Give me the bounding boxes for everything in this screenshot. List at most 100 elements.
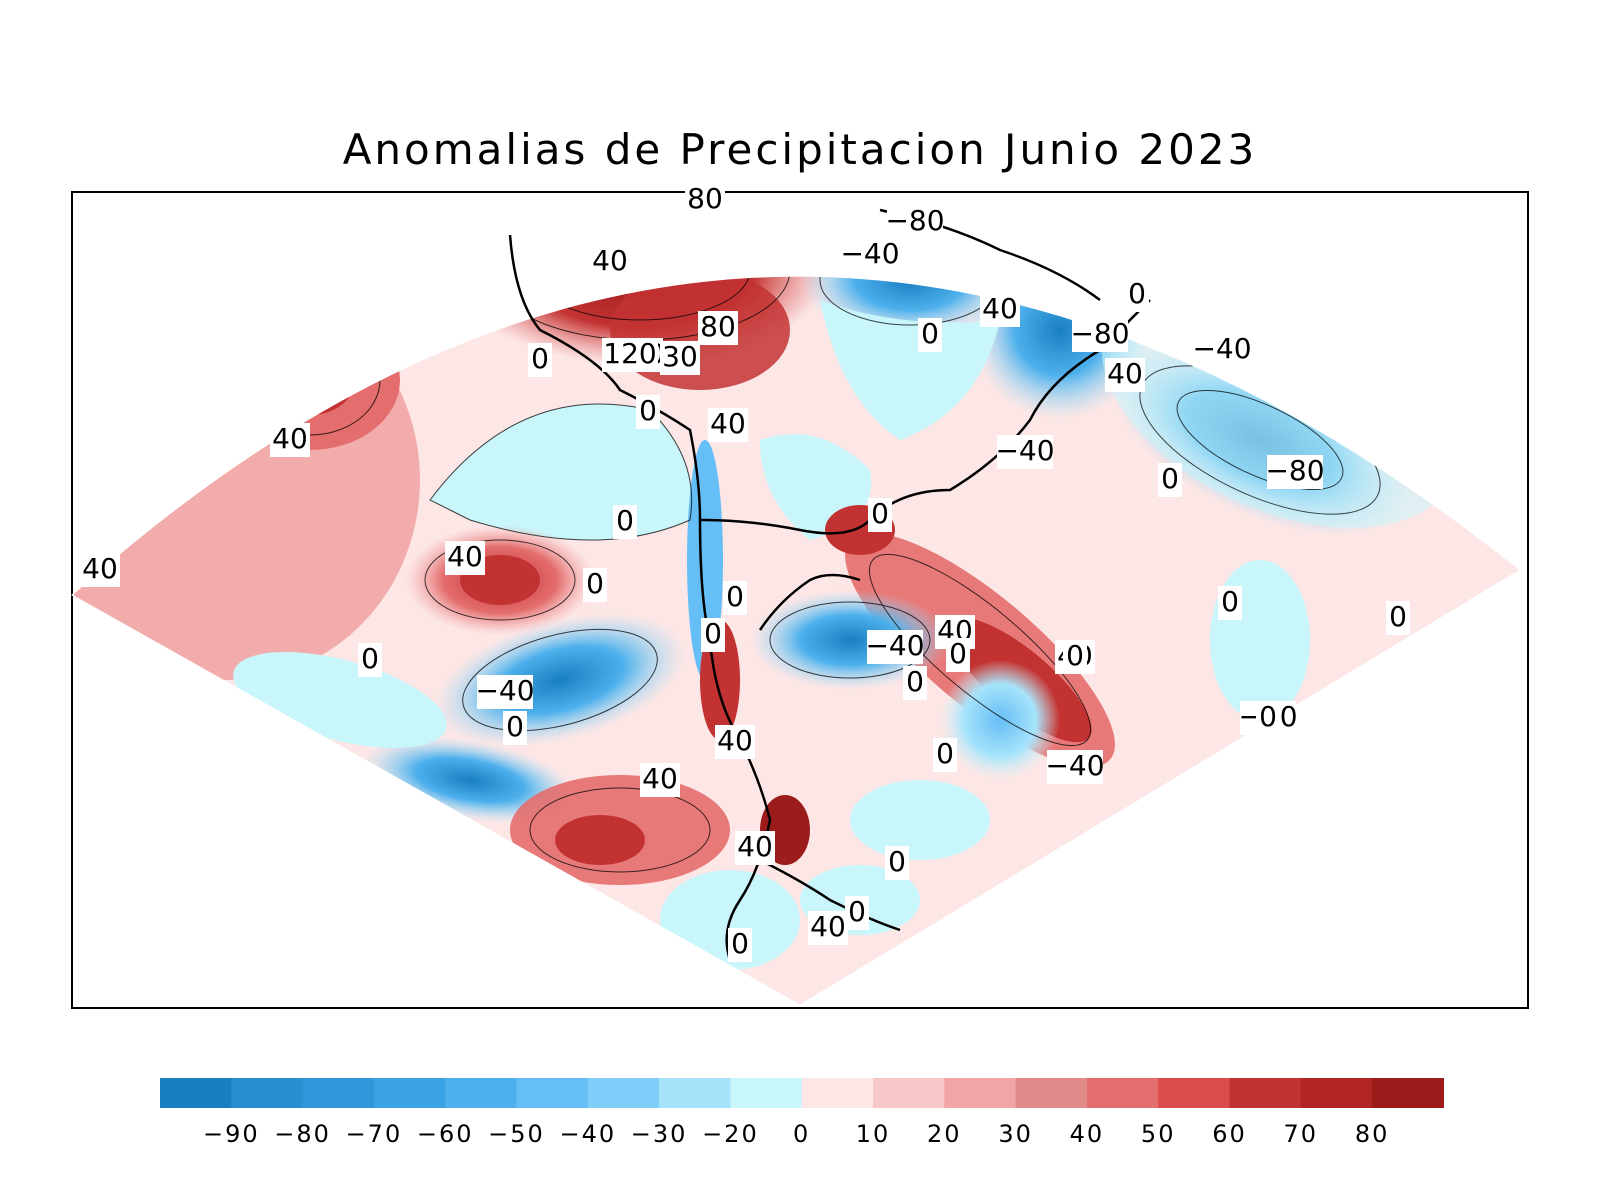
contour-label: 0	[358, 642, 382, 677]
contour-label: 40	[640, 762, 680, 797]
colorbar-swatch	[1086, 1078, 1159, 1108]
colorbar-swatch	[1229, 1078, 1302, 1108]
colorbar-swatch	[944, 1078, 1017, 1108]
colorbar-swatch	[445, 1078, 518, 1108]
anomaly-field	[72, 276, 1520, 1006]
contour-label: 40	[1105, 357, 1145, 392]
contour-label: 0	[1386, 600, 1410, 635]
contour-label: 40	[735, 830, 775, 865]
colorbar-swatch	[302, 1078, 375, 1108]
colorbar-tick-label: 70	[1284, 1120, 1319, 1148]
contour-label: −80	[885, 204, 945, 239]
colorbar-tick-label: −40	[559, 1120, 616, 1148]
chart-title: Anomalias de Precipitacion Junio 2023	[342, 125, 1258, 174]
contour-label: −40	[1192, 332, 1252, 367]
colorbar-swatch	[873, 1078, 945, 1108]
svg-text:−40: −40	[1045, 749, 1104, 782]
svg-text:−80: −80	[1070, 317, 1129, 350]
contour-label: 0	[1063, 639, 1087, 674]
svg-text:0: 0	[1221, 585, 1239, 618]
svg-text:40: 40	[592, 244, 628, 277]
svg-text:0: 0	[906, 665, 924, 698]
svg-text:0: 0	[1161, 462, 1179, 495]
contour-label: 0	[636, 394, 660, 429]
contour-label: 0	[503, 710, 527, 745]
svg-text:0: 0	[531, 342, 549, 375]
colorbar-swatch	[659, 1078, 731, 1108]
svg-text:0: 0	[616, 504, 634, 537]
svg-text:0: 0	[586, 567, 604, 600]
svg-text:0: 0	[888, 845, 906, 878]
contour-label: 0	[1256, 700, 1280, 735]
contour-label: 0	[885, 845, 909, 880]
colorbar-tick-label: −30	[631, 1120, 688, 1148]
colorbar-tick-label: 20	[927, 1120, 962, 1148]
contour-label: 0	[1125, 277, 1149, 312]
colorbar-swatch	[587, 1078, 660, 1108]
svg-text:0: 0	[1128, 277, 1146, 310]
contour-label: 40	[270, 422, 310, 457]
contour-label: 0	[903, 665, 927, 700]
contour-label: 0	[946, 637, 970, 672]
svg-text:−40: −40	[995, 434, 1054, 467]
contour-label: 40	[708, 407, 748, 442]
svg-text:0: 0	[506, 710, 524, 743]
colorbar-swatch	[730, 1078, 803, 1108]
svg-text:40: 40	[272, 422, 308, 455]
colorbar-tick-label: −90	[203, 1120, 260, 1148]
svg-text:0: 0	[921, 317, 939, 350]
colorbar-swatch	[1300, 1078, 1373, 1108]
svg-text:−80: −80	[885, 204, 944, 237]
svg-text:0: 0	[871, 497, 889, 530]
contour-label: 0	[933, 737, 957, 772]
contour-label: 40	[980, 292, 1020, 327]
contour-label: −80	[1265, 454, 1325, 489]
contour-label: 0	[845, 895, 869, 930]
contour-label: −40	[475, 674, 535, 709]
colorbar-tick-label: 60	[1212, 1120, 1247, 1148]
svg-text:−40: −40	[865, 629, 924, 662]
contour-label: 80	[698, 310, 738, 345]
colorbar-swatch	[1372, 1078, 1444, 1108]
svg-text:0: 0	[639, 394, 657, 427]
svg-text:40: 40	[810, 910, 846, 943]
svg-text:40: 40	[737, 830, 773, 863]
colorbar-tick-label: 10	[856, 1120, 891, 1148]
colorbar: −90 −80 −70 −60 −50 −40 −30 −20 0 10 20 30 40 50 60 70 8…	[160, 1078, 1444, 1148]
colorbar-tick-label: 40	[1070, 1120, 1105, 1148]
svg-text:40: 40	[710, 407, 746, 440]
colorbar-swatch	[231, 1078, 304, 1108]
contour-label: −40	[995, 434, 1055, 469]
colorbar-swatch	[373, 1078, 446, 1108]
colorbar-tick-label: −50	[488, 1120, 545, 1148]
svg-text:0: 0	[1066, 639, 1084, 672]
colorbar-tick-label: −60	[417, 1120, 474, 1148]
colorbar-swatch	[801, 1078, 874, 1108]
contour-label: −40	[865, 629, 925, 664]
svg-text:40: 40	[982, 292, 1018, 325]
svg-text:80: 80	[687, 182, 723, 215]
contour-label: 0	[1158, 462, 1182, 497]
contour-label: 0	[613, 504, 637, 539]
svg-text:80: 80	[700, 310, 736, 343]
colorbar-tick-label: −20	[702, 1120, 759, 1148]
svg-text:30: 30	[662, 340, 698, 373]
contour-label: 40	[445, 540, 485, 575]
svg-text:0: 0	[726, 580, 744, 613]
colorbar-tick-label: 0	[793, 1120, 810, 1148]
contour-label: 40	[80, 552, 120, 587]
svg-text:0: 0	[704, 617, 722, 650]
colorbar-tick-label: 80	[1355, 1120, 1390, 1148]
svg-text:40: 40	[82, 552, 118, 585]
svg-text:0: 0	[848, 895, 866, 928]
colorbar-tick-label: 50	[1141, 1120, 1176, 1148]
contour-label: −80	[1070, 317, 1130, 352]
svg-text:−40: −40	[840, 237, 899, 270]
contour-label: 0	[728, 927, 752, 962]
svg-text:0: 0	[361, 642, 379, 675]
map-frame	[71, 191, 1529, 1009]
svg-text:0: 0	[731, 927, 749, 960]
contour-label: 0	[701, 617, 725, 652]
svg-text:0: 0	[1389, 600, 1407, 633]
colorbar-tick-label: −80	[274, 1120, 331, 1148]
